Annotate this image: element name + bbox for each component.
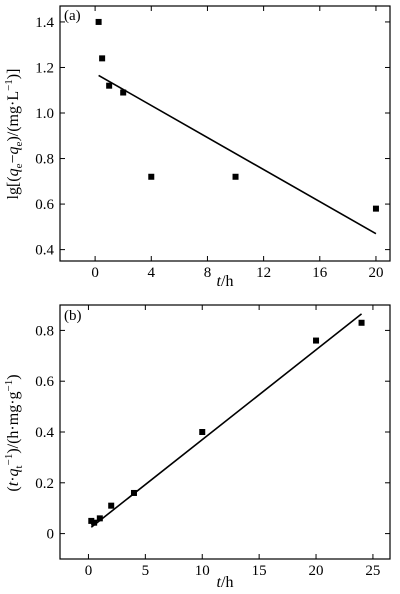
a-y-tick-label: 1.0 [35,106,54,122]
panel-b-x-ticks: 0 5 10 15 20 25 [85,305,380,579]
b-x-tick-label: 20 [309,563,324,579]
b-data-point [96,515,103,522]
a-data-point [148,173,155,180]
b-y-tick-label: 0.8 [35,323,54,339]
panel-a-x-ticks: 0 4 8 12 16 20 [91,6,383,281]
panel-b: (b) 0 5 10 15 20 25 0 0.2 0.4 0.6 0.8 t/h (t·qt−1… [3,304,391,591]
b-data-point [130,489,137,496]
b-data-point [313,337,320,344]
panel-a-y-label: lg[(qe−qe)/(mg·L−1)] [3,69,25,200]
panel-b-frame [59,304,391,560]
b-data-point [199,429,206,435]
a-data-point [232,173,239,180]
b-y-tick-label: 0.4 [35,425,54,441]
b-data-point [108,502,115,509]
a-data-point [95,18,102,25]
b-data-point [358,319,365,326]
a-y-tick-label: 0.8 [35,152,54,168]
a-y-tick-label: 0.6 [35,197,54,213]
b-x-tick-label: 5 [142,563,150,579]
panel-b-y-label: (t·qt−1)/(h·mg·g−1) [3,374,25,491]
a-x-tick-label: 16 [312,265,328,281]
panel-b-label: (b) [64,308,82,324]
b-y-tick-label: 0 [47,527,55,543]
a-data-point [99,55,106,62]
a-x-tick-label: 0 [91,265,99,281]
a-data-point [120,89,127,96]
panel-b-y-ticks: 0 0.2 0.4 0.6 0.8 [35,323,390,543]
a-y-tick-label: 1.2 [35,60,54,76]
a-x-tick-label: 12 [256,265,271,281]
b-x-tick-label: 10 [195,563,210,579]
panel-a-label: (a) [64,8,81,24]
panel-a-x-label: t/h [217,273,234,290]
panel-b-x-label: t/h [217,574,234,591]
panel-b-points [88,319,365,526]
a-x-tick-label: 20 [368,265,383,281]
b-x-tick-label: 0 [85,563,93,579]
panel-a-fit-line [98,74,377,235]
a-x-tick-label: 8 [204,265,212,281]
a-data-point [106,82,113,89]
a-y-tick-label: 0.4 [35,243,54,259]
panel-a-points [95,18,379,212]
a-data-point [372,205,379,212]
panel-a-y-ticks: 0.4 0.6 0.8 1.0 1.2 1.4 [35,15,390,259]
a-y-tick-label: 1.4 [35,15,54,31]
b-y-tick-label: 0.2 [35,476,54,492]
b-x-tick-label: 25 [365,563,380,579]
a-x-tick-label: 4 [148,265,156,281]
b-data-point [91,519,98,526]
b-x-tick-label: 15 [252,563,267,579]
panel-a: (a) 0 4 8 12 16 20 0.4 0.6 0.8 1.0 1.2 1.4 t/h lg[… [3,5,391,290]
b-y-tick-label: 0.6 [35,374,54,390]
panel-a-frame [59,5,391,262]
